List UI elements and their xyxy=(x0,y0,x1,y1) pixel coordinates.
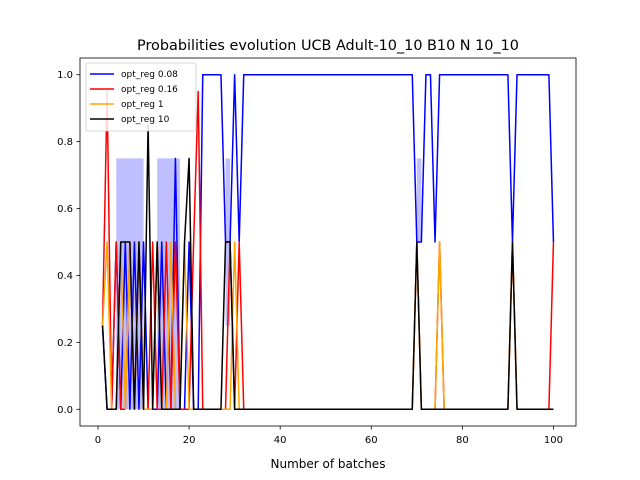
axes-frame xyxy=(79,57,577,427)
x-tick-label: 0 xyxy=(95,435,101,446)
plot-lines xyxy=(101,73,555,411)
legend-label-3: opt_reg 10 xyxy=(121,115,170,125)
legend-label-2: opt_reg 1 xyxy=(121,100,164,110)
legend: opt_reg 0.08 opt_reg 0.16 opt_reg 1 opt_reg… xyxy=(85,62,197,132)
legend-label-0: opt_reg 0.08 xyxy=(121,70,178,80)
legend-box xyxy=(85,62,197,132)
y-tick-label: 0.2 xyxy=(57,338,73,349)
x-tick-label: 100 xyxy=(544,435,563,446)
y-tick-label: 0.0 xyxy=(57,405,73,416)
y-axis-ticks: 0.0 0.2 0.4 0.6 0.8 1.0 xyxy=(57,70,80,416)
x-tick-label: 80 xyxy=(456,435,469,446)
series-line-3 xyxy=(101,124,554,411)
y-tick-label: 0.6 xyxy=(57,204,73,215)
chart-title: Probabilities evolution UCB Adult-10_10 … xyxy=(137,38,519,54)
x-axis-ticks: 0 20 40 60 80 100 xyxy=(95,426,563,446)
x-tick-label: 40 xyxy=(274,435,287,446)
x-tick-label: 20 xyxy=(183,435,196,446)
y-tick-label: 1.0 xyxy=(57,70,73,81)
y-tick-label: 0.8 xyxy=(57,137,73,148)
y-tick-label: 0.4 xyxy=(57,271,73,282)
x-tick-label: 60 xyxy=(365,435,378,446)
legend-label-1: opt_reg 0.16 xyxy=(121,85,178,95)
x-axis-label: Number of batches xyxy=(271,457,386,471)
series-line-0 xyxy=(101,73,555,411)
band-3 xyxy=(416,158,422,242)
